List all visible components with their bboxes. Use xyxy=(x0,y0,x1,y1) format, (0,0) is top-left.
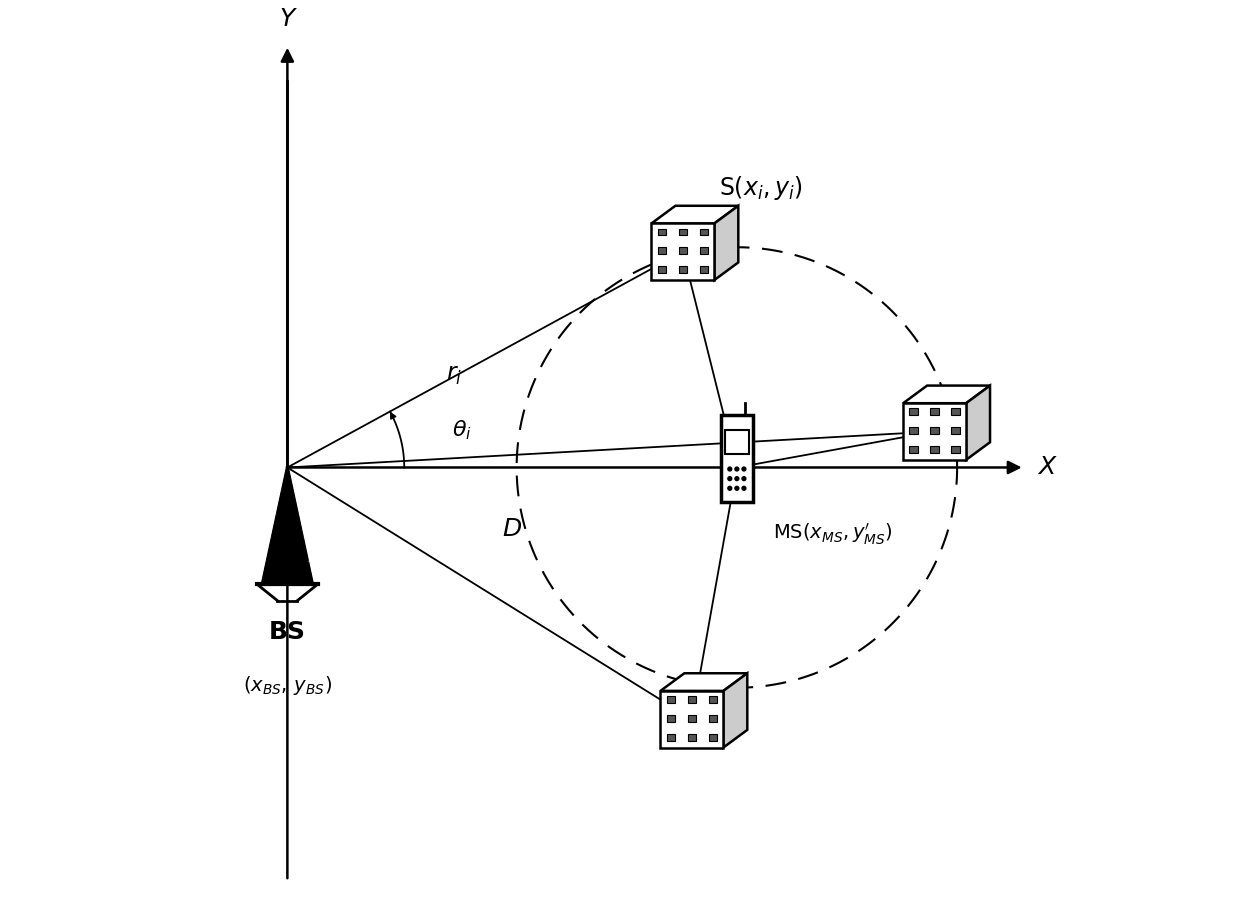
Text: MS$(x_{MS}, y^{\prime}_{MS})$: MS$(x_{MS}, y^{\prime}_{MS})$ xyxy=(773,521,893,547)
Text: BS: BS xyxy=(269,620,306,645)
Bar xyxy=(678,228,687,236)
Bar xyxy=(667,696,675,703)
Bar xyxy=(667,715,675,722)
Bar xyxy=(699,228,708,236)
Bar xyxy=(678,247,687,254)
Polygon shape xyxy=(903,403,966,460)
Bar xyxy=(909,427,918,434)
Polygon shape xyxy=(661,673,748,690)
Bar xyxy=(930,427,939,434)
Polygon shape xyxy=(903,386,990,403)
Bar xyxy=(909,408,918,415)
Polygon shape xyxy=(651,206,738,224)
Bar xyxy=(699,247,708,254)
Circle shape xyxy=(735,467,739,471)
Bar xyxy=(709,734,717,741)
Circle shape xyxy=(735,486,739,490)
Bar xyxy=(657,247,666,254)
Bar xyxy=(930,408,939,415)
Bar xyxy=(709,715,717,722)
Polygon shape xyxy=(661,690,723,748)
Bar xyxy=(909,446,918,453)
Circle shape xyxy=(742,467,746,471)
Polygon shape xyxy=(723,673,748,748)
Polygon shape xyxy=(720,414,753,503)
Bar xyxy=(657,266,666,273)
Circle shape xyxy=(728,476,732,481)
Polygon shape xyxy=(651,224,714,280)
Text: $(x_{BS},\,y_{BS})$: $(x_{BS},\,y_{BS})$ xyxy=(243,674,332,698)
Circle shape xyxy=(728,467,732,471)
Bar xyxy=(930,446,939,453)
Bar xyxy=(688,715,696,722)
Bar xyxy=(951,446,960,453)
Text: D: D xyxy=(502,517,522,541)
Bar xyxy=(725,430,749,454)
Bar xyxy=(699,266,708,273)
Circle shape xyxy=(728,486,732,490)
Text: X: X xyxy=(1038,456,1055,479)
Bar xyxy=(951,408,960,415)
Text: $\theta_i$: $\theta_i$ xyxy=(451,418,471,442)
Bar xyxy=(657,228,666,236)
Polygon shape xyxy=(966,386,990,460)
Circle shape xyxy=(742,476,746,481)
Bar xyxy=(688,696,696,703)
Bar xyxy=(709,696,717,703)
Bar xyxy=(688,734,696,741)
Polygon shape xyxy=(714,206,738,280)
Bar xyxy=(951,427,960,434)
Circle shape xyxy=(735,476,739,481)
Text: $r_i$: $r_i$ xyxy=(445,362,461,387)
Text: Y: Y xyxy=(280,7,295,31)
Text: S$(x_i, y_i)$: S$(x_i, y_i)$ xyxy=(719,174,802,202)
Polygon shape xyxy=(262,467,312,584)
Bar xyxy=(678,266,687,273)
Bar xyxy=(667,734,675,741)
Circle shape xyxy=(742,486,746,490)
